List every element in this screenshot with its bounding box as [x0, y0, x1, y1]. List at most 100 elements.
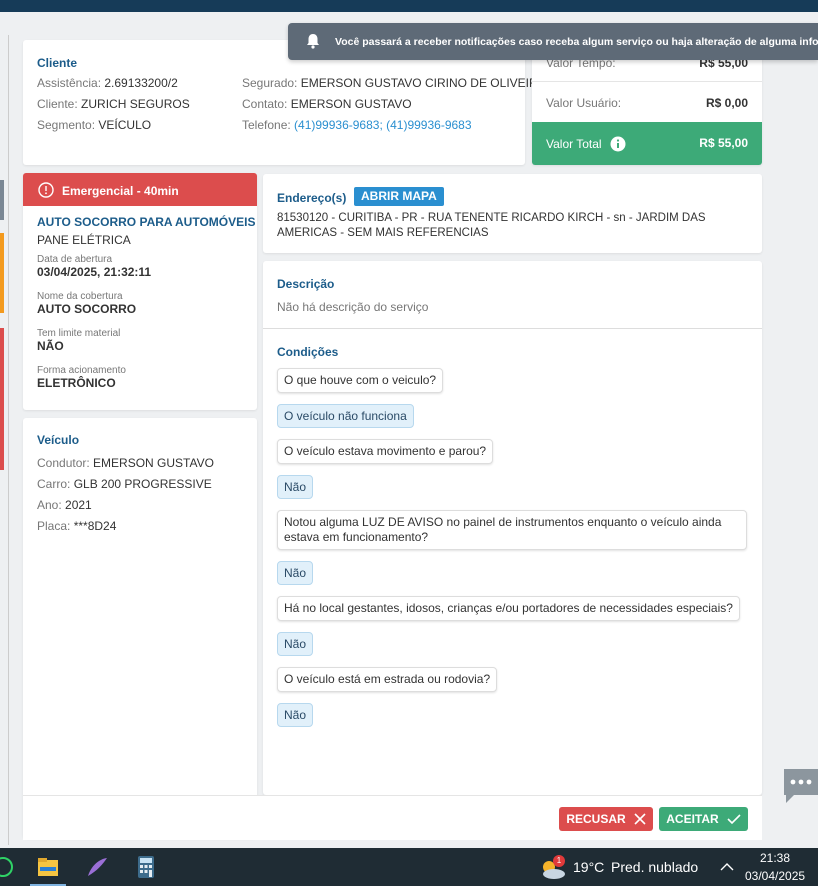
service-field: Tem limite material NÃO: [37, 328, 151, 354]
field-value: ZURICH SEGUROS: [81, 97, 190, 111]
address-card: Endereço(s) ABRIR MAPA 81530120 - CURITI…: [263, 174, 762, 253]
field-row: Condutor: EMERSON GUSTAVO: [37, 453, 214, 474]
total-value: R$ 55,00: [699, 136, 748, 150]
clock-time: 21:38: [760, 851, 791, 865]
side-line: [8, 35, 9, 845]
conditions-list: O que houve com o veiculo? O veículo não …: [277, 368, 747, 727]
tray-arrow[interactable]: [720, 862, 734, 872]
service-field: Forma acionamento ELETRÔNICO: [37, 365, 151, 391]
condition-question: Notou alguma LUZ DE AVISO no painel de i…: [277, 510, 747, 550]
field-value: VEÍCULO: [98, 118, 152, 132]
field-value: GLB 200 PROGRESSIVE: [73, 477, 212, 491]
description-title: Descrição: [277, 277, 335, 291]
field-label: Nome da cobertura: [37, 291, 123, 302]
map-button[interactable]: ABRIR MAPA: [354, 187, 444, 206]
chat-button[interactable]: [780, 767, 818, 805]
condition-answer: Não: [277, 561, 314, 585]
vehicle-card: Veículo Condutor: EMERSON GUSTAVO Carro: …: [23, 418, 257, 838]
taskbar: 1 19°C Pred. nublado 21:38 03/04/2025: [0, 848, 818, 886]
service-badge: Emergencial - 40min: [23, 173, 257, 206]
conditions-title: Condições: [277, 345, 339, 359]
field-label: Condutor:: [37, 456, 90, 470]
refuse-label: RECUSAR: [566, 812, 626, 826]
price-label: Valor Usuário:: [546, 96, 622, 110]
field-value: ***8D24: [73, 519, 117, 533]
service-subtitle: PANE ELÉTRICA: [37, 233, 131, 247]
side-tab[interactable]: [0, 180, 4, 220]
service-field: Nome da cobertura AUTO SOCORRO: [37, 291, 151, 317]
field-value: AUTO SOCORRO: [37, 302, 137, 316]
accept-label: ACEITAR: [666, 812, 719, 826]
client-title: Cliente: [37, 56, 78, 70]
vehicle-title: Veículo: [37, 433, 80, 447]
field-label: Ano:: [37, 498, 62, 512]
field-row: Carro: GLB 200 PROGRESSIVE: [37, 474, 214, 495]
total-bar: Valor Total R$ 55,00: [532, 122, 762, 165]
service-field: Data de abertura 03/04/2025, 21:32:11: [37, 254, 151, 280]
field-label: Segurado:: [242, 76, 298, 90]
field-row: Assistência: 2.69133200/2: [37, 73, 190, 94]
divider: [263, 328, 762, 329]
field-value: EMERSON GUSTAVO: [93, 456, 214, 470]
field-label: Assistência:: [37, 76, 102, 90]
field-label: Forma acionamento: [37, 365, 126, 376]
description-text: Não há descrição do serviço: [277, 300, 429, 314]
refuse-button[interactable]: RECUSAR: [559, 807, 653, 831]
whatsapp-icon[interactable]: [0, 856, 14, 878]
calculator-icon[interactable]: [137, 855, 155, 879]
alert-icon: [38, 182, 54, 198]
field-row: Contato: EMERSON GUSTAVO: [242, 94, 546, 115]
field-label: Segmento:: [37, 118, 96, 132]
badge-text: Emergencial - 40min: [62, 184, 179, 198]
field-value: EMERSON GUSTAVO CIRINO DE OLIVEIRA: [300, 76, 546, 90]
field-label: Carro:: [37, 477, 71, 491]
bell-icon: [307, 34, 319, 49]
x-icon: [634, 813, 646, 825]
condition-question: O veículo estava movimento e parou?: [277, 439, 494, 464]
weather-badge: 1: [553, 855, 565, 867]
info-icon[interactable]: [610, 136, 626, 152]
side-tab[interactable]: [0, 233, 4, 313]
field-label: Data de abertura: [37, 254, 113, 265]
explorer-icon[interactable]: [37, 857, 59, 877]
check-icon: [727, 814, 741, 825]
field-value: (41)99936-9683; (41)99936-9683: [294, 118, 472, 132]
field-label: Cliente:: [37, 97, 78, 111]
field-label: Telefone:: [242, 118, 291, 132]
notification-text: Você passará a receber notificações caso…: [335, 36, 818, 48]
field-value: 2021: [65, 498, 92, 512]
field-row: Telefone: (41)99936-9683; (41)99936-9683: [242, 115, 546, 136]
vehicle-fields: Condutor: EMERSON GUSTAVO Carro: GLB 200 …: [37, 453, 214, 537]
price-card: Valor Tempo: R$ 55,00 Valor Usuário: R$ …: [532, 40, 762, 165]
field-label: Tem limite material: [37, 328, 121, 339]
field-row: Segmento: VEÍCULO: [37, 115, 190, 136]
weather-icon: [543, 861, 565, 879]
field-value: 2.69133200/2: [104, 76, 178, 90]
condition-answer: Não: [277, 632, 314, 656]
condition-question: O veículo está em estrada ou rodovia?: [277, 667, 498, 692]
field-label: Contato:: [242, 97, 288, 111]
condition-question: Há no local gestantes, idosos, crianças …: [277, 596, 740, 621]
service-card: Emergencial - 40min AUTO SOCORRO PARA AU…: [23, 173, 257, 410]
field-value: ELETRÔNICO: [37, 376, 116, 390]
field-row: Cliente: ZURICH SEGUROS: [37, 94, 190, 115]
top-bar: [0, 0, 818, 12]
field-value: 03/04/2025, 21:32:11: [37, 265, 152, 279]
condition-answer: Não: [277, 703, 314, 727]
address-title: Endereço(s): [277, 191, 347, 205]
accept-button[interactable]: ACEITAR: [659, 807, 748, 831]
client-card: Cliente Assistência: 2.69133200/2 Cliente…: [23, 40, 546, 165]
total-label: Valor Total: [546, 137, 602, 151]
notification[interactable]: Você passará a receber notificações caso…: [288, 23, 818, 60]
field-row: Placa: ***8D24: [37, 516, 214, 537]
weather-text: Pred. nublado: [611, 859, 699, 875]
client-left: Assistência: 2.69133200/2 Cliente: ZURICH…: [37, 73, 190, 136]
field-label: Placa:: [37, 519, 71, 533]
temperature: 19°C: [573, 859, 605, 875]
detail-card: Descrição Não há descrição do serviço Co…: [263, 261, 762, 795]
app-icon[interactable]: [85, 856, 109, 878]
condition-answer: O veículo não funciona: [277, 404, 414, 428]
action-bar: RECUSAR ACEITAR: [23, 795, 762, 840]
side-tab[interactable]: [0, 328, 4, 470]
